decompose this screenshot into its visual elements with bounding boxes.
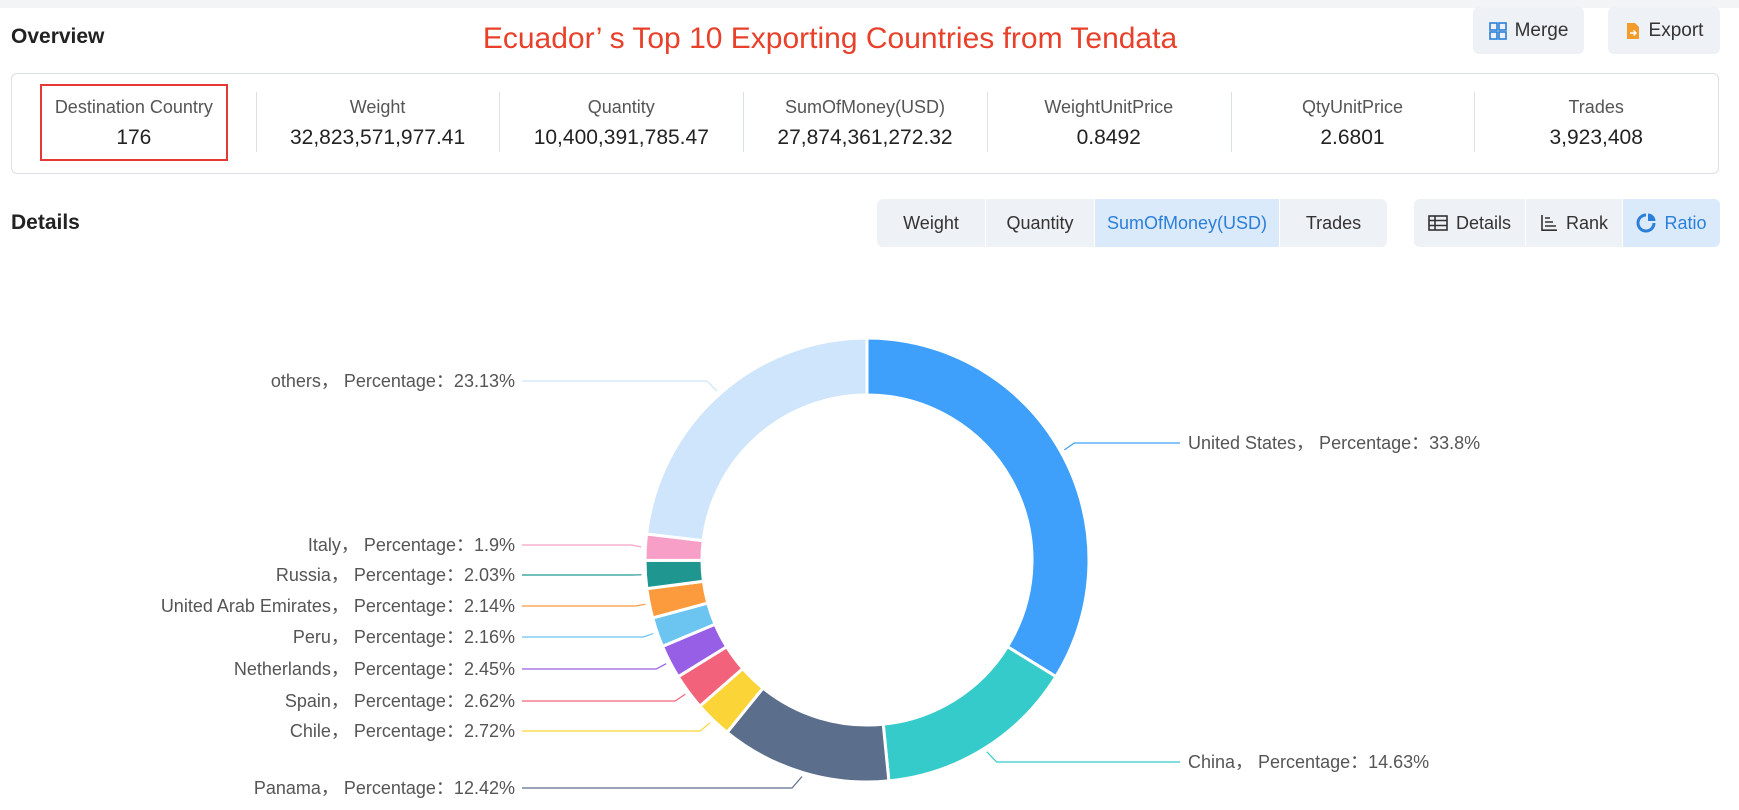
leader-line-china: [986, 751, 1180, 763]
slice-label-others: others， Percentage：23.13%: [271, 371, 515, 391]
pie-icon: [1637, 213, 1656, 233]
leader-line-chile: [522, 722, 711, 732]
slice-china[interactable]: [881, 644, 1058, 783]
slice-label-united-arab-emirates: United Arab Emirates， Percentage：2.14%: [161, 596, 515, 616]
leader-line-italy: [522, 544, 642, 548]
leader-line-panama: [522, 776, 803, 789]
page-title: Ecuador’ s Top 10 Exporting Countries fr…: [482, 22, 1178, 55]
leader-line-spain: [522, 693, 686, 702]
details-title: Details: [11, 211, 80, 234]
export-button[interactable]: Export: [1608, 7, 1720, 54]
overview-summary: Destination Country 176 Weight 32,823,57…: [11, 73, 1719, 174]
metric-destination-country: Destination Country 176: [12, 74, 256, 173]
merge-icon: [1488, 21, 1507, 40]
table-icon: [1428, 215, 1448, 231]
slice-label-peru: Peru， Percentage：2.16%: [293, 627, 515, 647]
export-icon: [1626, 22, 1639, 39]
metric-label: SumOfMoney(USD): [785, 97, 946, 117]
leader-line-united-arab-emirates: [522, 603, 646, 607]
tab-ratio-view[interactable]: Ratio: [1622, 199, 1720, 247]
metric-value: 176: [116, 126, 152, 149]
metric-label: Quantity: [587, 97, 655, 117]
metric-value: 3,923,408: [1549, 126, 1643, 149]
slice-label-china: China， Percentage：14.63%: [1188, 752, 1429, 772]
metric-label: Weight: [349, 97, 406, 117]
tab-sum-of-money[interactable]: SumOfMoney(USD): [1094, 199, 1279, 247]
metric-value: 2.6801: [1320, 126, 1385, 149]
tab-quantity[interactable]: Quantity: [985, 199, 1094, 247]
tab-rank-label: Rank: [1565, 212, 1609, 233]
tab-details-view[interactable]: Details: [1414, 199, 1525, 247]
export-label: Export: [1648, 19, 1704, 41]
tab-rank-view[interactable]: Rank: [1525, 199, 1622, 247]
metric-value: 27,874,361,272.32: [777, 126, 953, 149]
merge-label: Merge: [1514, 19, 1569, 41]
metric-tab-group: Weight Quantity SumOfMoney(USD) Trades: [877, 199, 1387, 247]
tab-ratio-label: Ratio: [1664, 212, 1707, 233]
slice-label-chile: Chile， Percentage：2.72%: [290, 721, 515, 741]
overview-title: Overview: [11, 25, 105, 48]
metric-weight-unit-price: WeightUnitPrice 0.8492: [986, 74, 1231, 173]
leader-line-peru: [522, 633, 654, 638]
slice-label-netherlands: Netherlands， Percentage：2.45%: [234, 659, 515, 679]
merge-button[interactable]: Merge: [1473, 7, 1584, 54]
tab-trades[interactable]: Trades: [1279, 199, 1387, 247]
slice-label-italy: Italy， Percentage：1.9%: [308, 535, 515, 555]
metric-quantity: Quantity 10,400,391,785.47: [499, 74, 743, 173]
slice-label-united-states: United States， Percentage：33.8%: [1188, 433, 1480, 453]
metric-label: QtyUnitPrice: [1301, 97, 1403, 117]
tab-weight[interactable]: Weight: [903, 212, 959, 233]
slice-label-russia: Russia， Percentage：2.03%: [276, 565, 515, 585]
leader-line-others: [522, 380, 718, 392]
tab-details-label: Details: [1455, 212, 1512, 233]
view-tab-group: Details Rank Ratio: [1414, 199, 1720, 247]
metric-qty-unit-price: QtyUnitPrice 2.6801: [1230, 74, 1475, 173]
metric-label: Trades: [1568, 97, 1624, 117]
slice-others[interactable]: [644, 336, 869, 543]
top-strip: [0, 0, 1739, 8]
rank-icon: [1541, 215, 1557, 232]
metric-value: 10,400,391,785.47: [533, 126, 709, 149]
slice-label-panama: Panama， Percentage：12.42%: [254, 778, 515, 798]
metric-sum-of-money: SumOfMoney(USD) 27,874,361,272.32: [743, 74, 987, 173]
metric-value: 32,823,571,977.41: [289, 126, 466, 149]
highlight-annotation-box: [40, 84, 228, 161]
slice-united-states[interactable]: [865, 336, 1091, 679]
metric-value: 0.8492: [1076, 126, 1141, 149]
metric-label: Destination Country: [54, 97, 213, 117]
metric-label: WeightUnitPrice: [1044, 97, 1174, 117]
leader-line-netherlands: [522, 663, 667, 670]
slice-label-spain: Spain， Percentage：2.62%: [285, 691, 515, 711]
metric-weight: Weight 32,823,571,977.41: [255, 74, 500, 173]
metric-trades: Trades 3,923,408: [1474, 74, 1718, 173]
leader-line-united-states: [1064, 442, 1180, 451]
